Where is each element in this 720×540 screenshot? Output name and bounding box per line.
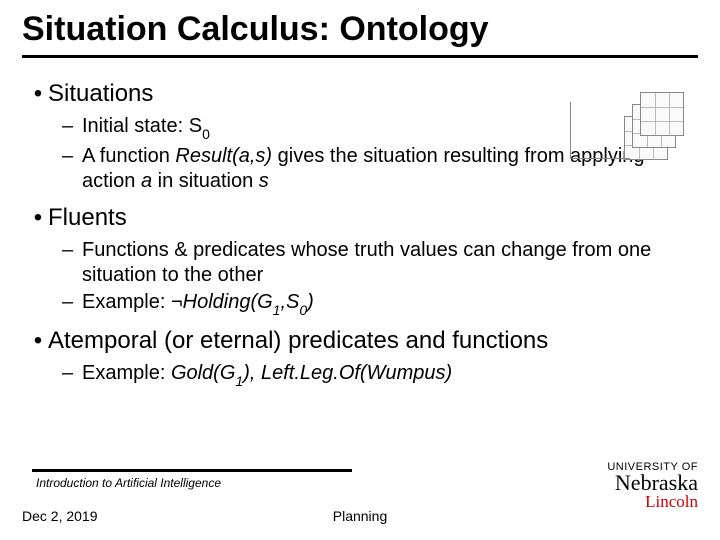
bullet-dot-icon: • <box>28 327 48 355</box>
logo-line3: Lincoln <box>607 493 698 510</box>
sub-text: Example: ¬Holding(G1,S0) <box>82 290 698 318</box>
sub-bullet: – Example: ¬Holding(G1,S0) <box>62 290 698 318</box>
footer-rule <box>32 469 352 472</box>
bullet-fluents: • Fluents <box>28 204 698 232</box>
course-name: Introduction to Artificial Intelligence <box>36 476 221 490</box>
sub-text: Example: Gold(G1), Left.Leg.Of(Wumpus) <box>82 361 698 389</box>
situations-diagram <box>570 82 700 172</box>
bullet-text: Situations <box>48 80 153 108</box>
dash-icon: – <box>62 361 82 386</box>
bullet-text: Fluents <box>48 204 127 232</box>
slide-title: Situation Calculus: Ontology <box>22 10 698 49</box>
bullet-dot-icon: • <box>28 204 48 232</box>
sub-group-fluents: – Functions & predicates whose truth val… <box>62 238 698 318</box>
bullet-atemporal: • Atemporal (or eternal) predicates and … <box>28 327 698 355</box>
dash-icon: – <box>62 144 82 169</box>
logo-line2: Nebraska <box>607 473 698 493</box>
university-logo: UNIVERSITY OF Nebraska Lincoln <box>607 461 698 510</box>
footer-topic: Planning <box>0 508 720 524</box>
dash-icon: – <box>62 290 82 315</box>
bullet-text: Atemporal (or eternal) predicates and fu… <box>48 327 548 355</box>
dash-icon: – <box>62 114 82 139</box>
bullet-dot-icon: • <box>28 80 48 108</box>
sub-text: Functions & predicates whose truth value… <box>82 238 698 288</box>
sub-bullet: – Example: Gold(G1), Left.Leg.Of(Wumpus) <box>62 361 698 389</box>
title-underline <box>22 55 698 58</box>
sub-group-atemporal: – Example: Gold(G1), Left.Leg.Of(Wumpus) <box>62 361 698 389</box>
sub-bullet: – Functions & predicates whose truth val… <box>62 238 698 288</box>
dash-icon: – <box>62 238 82 263</box>
slide: Situation Calculus: Ontology • Situation… <box>0 0 720 540</box>
